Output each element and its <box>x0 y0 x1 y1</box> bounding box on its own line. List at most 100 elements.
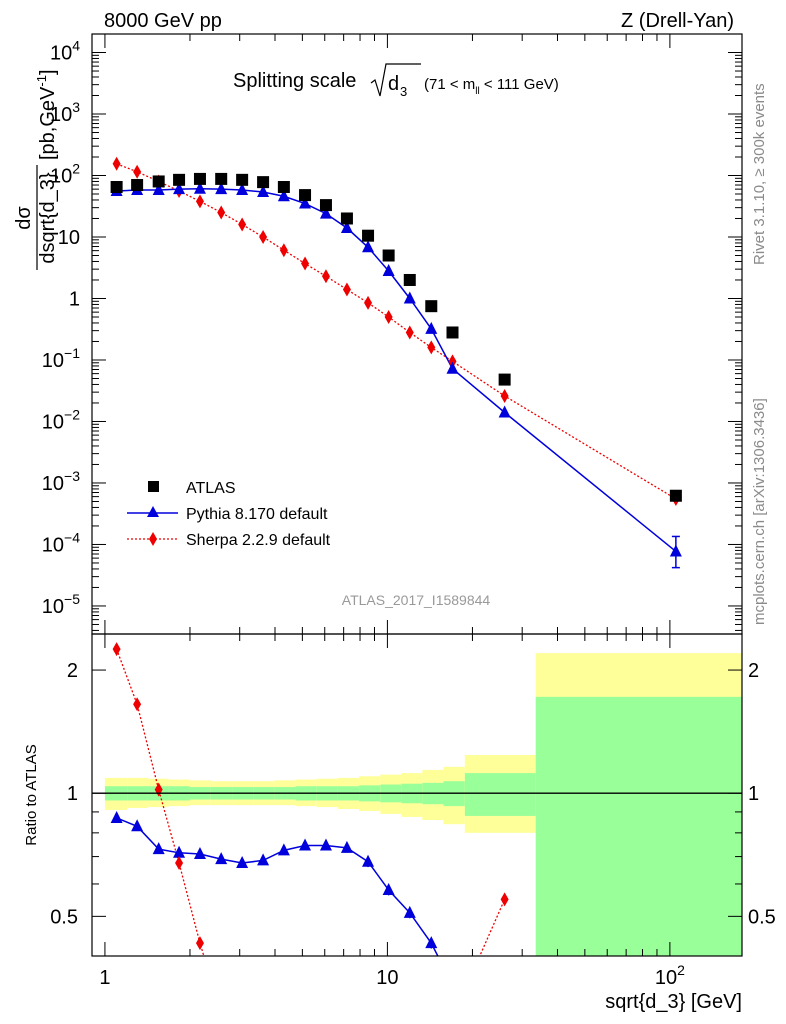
main-ytick-label: 103 <box>50 99 80 126</box>
title-range: (71 < mll < 111 GeV) <box>424 76 559 97</box>
atlas-point <box>362 229 375 242</box>
ratio-pythia-point <box>425 936 438 949</box>
sherpa-point <box>500 388 509 403</box>
atlas-point <box>193 172 206 185</box>
pythia-point <box>362 240 375 253</box>
main-series-layer <box>110 156 682 569</box>
pythia-line <box>116 187 677 553</box>
ratio-ytick-label: 2 <box>67 660 78 682</box>
atlas-point <box>152 175 165 188</box>
ratio-ytick-label: 1 <box>67 783 78 805</box>
main-ytick-label: 102 <box>50 161 80 188</box>
legend-sherpa-label: Sherpa 2.2.9 default <box>186 532 331 549</box>
header-right: Z (Drell-Yan) <box>621 10 734 32</box>
main-ytick-label: 10−2 <box>42 406 80 433</box>
sherpa-point <box>384 310 393 325</box>
sherpa-point <box>364 295 373 310</box>
main-ylabel: dσ dsqrt{d_3} [pb,GeV-1] <box>13 69 59 270</box>
ratio-pythia-point <box>215 852 228 865</box>
title-text: Splitting scale <box>233 70 356 92</box>
sherpa-point <box>217 205 226 220</box>
sqrt-sign <box>370 63 421 97</box>
ratio-sherpa-point <box>133 697 142 712</box>
ratio-pythia-point <box>447 978 459 990</box>
atlas-point <box>498 373 511 386</box>
sherpa-point <box>133 164 142 179</box>
ratio-pythia-point <box>319 838 332 851</box>
pythia-point <box>173 182 186 195</box>
pythia-point <box>669 544 682 557</box>
ratio-ytick-label-right: 1 <box>748 783 759 805</box>
legend: ATLAS Pythia 8.170 default Sherpa 2.2.9 … <box>127 480 331 549</box>
sherpa-point <box>279 243 288 258</box>
pythia-point <box>299 196 312 209</box>
pythia-point <box>152 183 165 196</box>
pythia-point <box>382 263 395 276</box>
atlas-point <box>340 212 353 225</box>
main-ytick-label: 10−5 <box>42 591 80 618</box>
sherpa-point <box>259 229 268 244</box>
watermark: ATLAS_2017_I1589844 <box>342 592 491 608</box>
ratio-sherpa-point <box>500 892 509 907</box>
legend-pythia-marker <box>147 506 159 517</box>
ratio-pythia-point <box>382 882 395 895</box>
mcplots-label: mcplots.cern.ch [arXiv:1306.3436] <box>751 398 768 625</box>
atlas-point <box>425 300 438 313</box>
atlas-point <box>215 172 228 185</box>
sherpa-point <box>342 282 351 297</box>
atlas-point <box>319 199 332 212</box>
pythia-point <box>340 221 353 234</box>
ratio-pythia-point <box>257 853 270 866</box>
header-left: 8000 GeV pp <box>104 10 222 32</box>
sherpa-point <box>448 354 457 369</box>
pythia-point <box>215 182 228 195</box>
ratio-pythia-point <box>403 905 416 918</box>
sherpa-point <box>301 256 310 271</box>
sherpa-point <box>405 325 414 340</box>
sherpa-point <box>321 269 330 284</box>
ratio-sherpa-line-tail <box>479 899 506 956</box>
ratio-ylabel: Ratio to ATLAS <box>23 744 40 845</box>
plot-title: Splitting scale d 3 (71 < mll < 111 GeV) <box>233 63 559 99</box>
ylabel-denominator: dsqrt{d_3} <box>37 172 59 264</box>
ratio-plot: 0.5 0.5 1 1 2 2 1 10 102 <box>50 633 776 990</box>
sherpa-point <box>112 156 121 171</box>
legend-atlas-marker <box>148 481 159 492</box>
xtick-label: 1 <box>99 967 110 989</box>
atlas-point <box>257 176 270 189</box>
ratio-pythia-point <box>236 856 249 869</box>
pythia-point <box>277 189 290 202</box>
rivet-label: Rivet 3.1.10, ≥ 300k events <box>751 83 768 265</box>
band-stat <box>535 696 742 956</box>
main-ytick-label: 10−1 <box>42 345 80 372</box>
main-ytick-label: 10 <box>58 227 80 249</box>
ratio-sherpa-line <box>116 648 205 956</box>
pythia-point <box>193 181 206 194</box>
atlas-point <box>403 273 416 286</box>
pythia-point <box>257 184 270 197</box>
ratio-ytick-label-right: 2 <box>748 660 759 682</box>
atlas-point <box>299 189 312 202</box>
atlas-point <box>236 173 249 186</box>
pythia-point <box>446 361 459 374</box>
ratio-sherpa-point <box>195 936 204 951</box>
pythia-point <box>403 291 416 304</box>
ratio-pythia-line <box>116 817 439 956</box>
atlas-point <box>669 489 682 502</box>
pythia-point <box>236 183 249 196</box>
ratio-pythia-point <box>193 847 206 860</box>
atlas-point <box>173 173 186 186</box>
main-ytick-label: 1 <box>69 288 80 310</box>
ratio-pythia-point <box>152 842 165 855</box>
title-sqrt-var: d <box>388 73 399 95</box>
sherpa-point <box>238 217 247 232</box>
main-ytick-label: 10−3 <box>42 468 80 495</box>
ratio-pythia-point <box>362 854 375 867</box>
ratio-frame <box>91 633 743 957</box>
sherpa-line <box>116 163 677 500</box>
ratio-pythia-point <box>110 810 123 823</box>
xtick-label: 102 <box>655 962 685 989</box>
atlas-point <box>382 249 395 262</box>
ratio-ytick-label-right: 0.5 <box>748 906 776 928</box>
